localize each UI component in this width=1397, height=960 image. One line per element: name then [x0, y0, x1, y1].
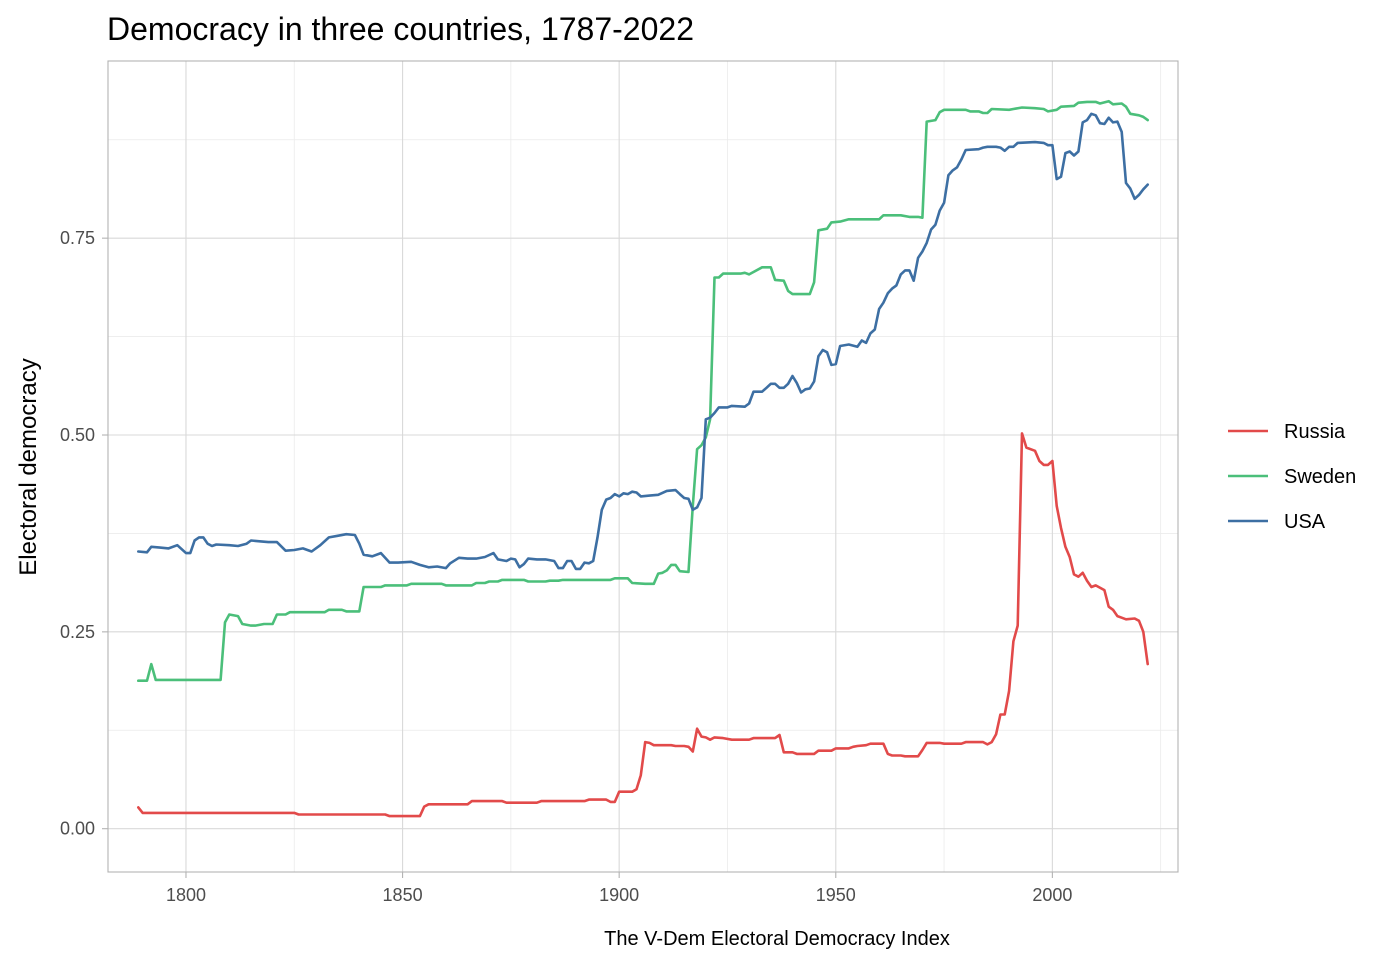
legend-label-sweden: Sweden: [1284, 466, 1356, 488]
chart-title: Democracy in three countries, 1787-2022: [107, 11, 694, 47]
y-axis-title: Electoral democracy: [15, 358, 42, 575]
axis-ticks: [102, 237, 1053, 878]
y-tick-label: 0.00: [60, 819, 95, 839]
y-tick-label: 0.75: [60, 228, 95, 248]
series-line-usa: [137, 112, 1149, 571]
x-tick-label: 1900: [599, 885, 639, 905]
x-axis-tick-labels: 1800 1850 1900 1950 2000: [166, 885, 1072, 905]
y-axis-tick-labels: 0.00 0.25 0.50 0.75: [60, 228, 95, 839]
series-lines: [137, 99, 1149, 818]
series-line-russia: [137, 432, 1149, 818]
series-line-sweden: [137, 99, 1149, 683]
y-tick-label: 0.50: [60, 425, 95, 445]
x-tick-label: 2000: [1032, 885, 1072, 905]
x-tick-label: 1800: [166, 885, 206, 905]
legend-label-usa: USA: [1284, 511, 1326, 533]
x-tick-label: 1850: [383, 885, 423, 905]
legend: Russia Sweden USA: [1228, 421, 1356, 533]
legend-label-russia: Russia: [1284, 421, 1346, 443]
y-tick-label: 0.25: [60, 622, 95, 642]
x-tick-label: 1950: [816, 885, 856, 905]
chart-caption: The V-Dem Electoral Democracy Index: [604, 928, 950, 950]
plot-panel-border: [107, 60, 1179, 873]
